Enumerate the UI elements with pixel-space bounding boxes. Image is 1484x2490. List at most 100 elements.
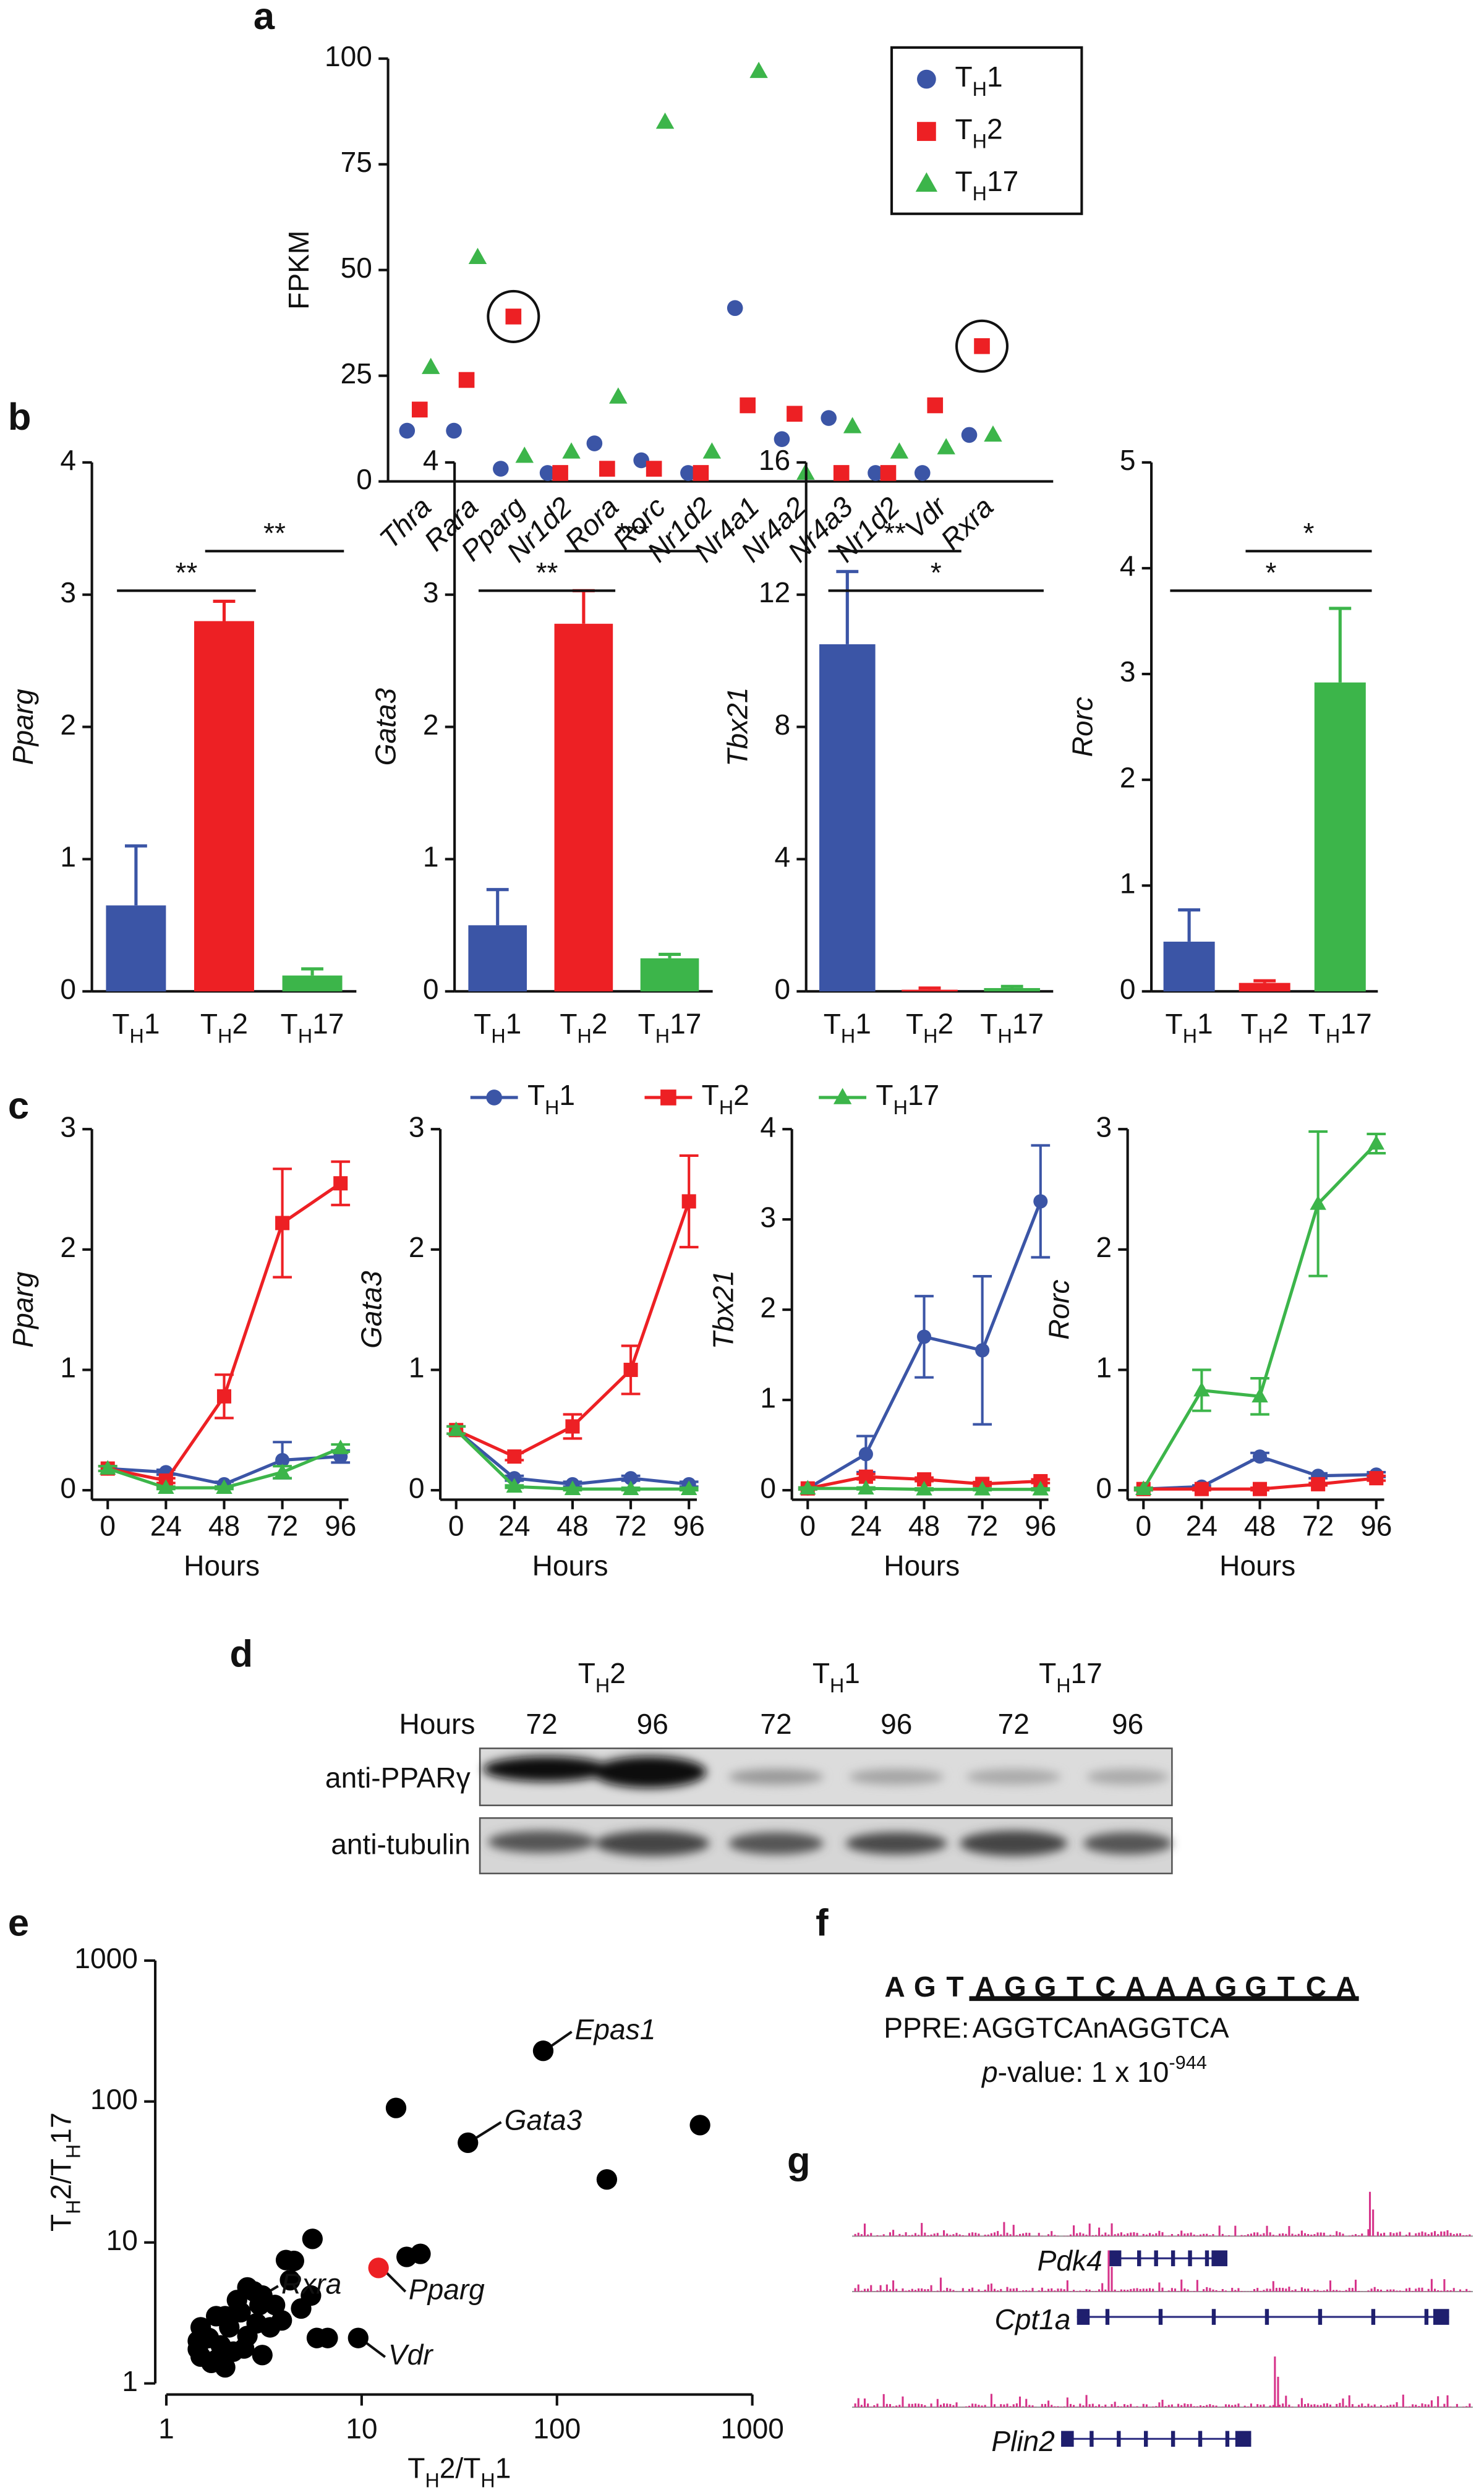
significance-label: ** xyxy=(536,556,558,589)
band xyxy=(960,1830,1068,1856)
band xyxy=(1083,1832,1172,1855)
y-tick-label: 5 xyxy=(1120,444,1136,476)
marker xyxy=(333,1176,348,1191)
bar xyxy=(1314,682,1366,992)
y-tick-label: 8 xyxy=(774,709,790,741)
marker xyxy=(1033,1194,1048,1209)
x-tick-label: TH1 xyxy=(824,1008,871,1047)
y-tick-label: 0 xyxy=(1096,1472,1112,1504)
y-tick-label: 16 xyxy=(759,444,790,476)
subscript: H xyxy=(62,2200,84,2214)
point xyxy=(205,2349,227,2371)
subscript: H xyxy=(655,1025,670,1047)
bar xyxy=(106,905,166,992)
leader-line xyxy=(475,2121,502,2139)
band xyxy=(592,1756,707,1788)
panel-label: f xyxy=(816,1902,829,1945)
y-tick-label: 10 xyxy=(106,2224,138,2256)
text-run: 17 xyxy=(670,1008,701,1040)
marker xyxy=(421,357,440,374)
band xyxy=(483,1756,610,1782)
x-axis-label: Hours xyxy=(184,1550,260,1582)
x-tick-label: 24 xyxy=(150,1510,182,1542)
gene-exon xyxy=(1198,2431,1203,2447)
marker xyxy=(623,1471,638,1486)
y-tick-label: 12 xyxy=(759,576,790,608)
bar xyxy=(1239,983,1290,992)
marker xyxy=(858,1480,874,1494)
gene-exon xyxy=(1211,2309,1216,2325)
gene-exon xyxy=(1235,2431,1252,2447)
marker xyxy=(599,461,615,477)
y-axis-label: Tbx21 xyxy=(707,1270,739,1349)
gene-label: Pdk4 xyxy=(1038,2245,1102,2277)
marker xyxy=(506,1478,523,1493)
marker xyxy=(99,1460,116,1475)
y-axis-label: Gata3 xyxy=(370,688,402,765)
y-tick-label: 50 xyxy=(341,252,372,284)
text-run: 1 xyxy=(495,2452,511,2484)
panel-label: b xyxy=(8,396,32,438)
x-tick-label: 24 xyxy=(850,1510,882,1542)
marker xyxy=(800,1480,816,1494)
marker xyxy=(646,461,662,477)
gene-exon xyxy=(1077,2309,1090,2325)
point xyxy=(301,2285,322,2306)
y-tick-label: 4 xyxy=(60,444,76,476)
gene-exon xyxy=(1433,2309,1449,2325)
x-tick-label: TH1 xyxy=(112,1008,160,1047)
marker xyxy=(937,438,955,454)
subscript: H xyxy=(1183,1025,1197,1047)
leader-line xyxy=(269,2285,279,2292)
bar xyxy=(902,989,958,992)
marker xyxy=(974,1480,991,1496)
bands xyxy=(483,1756,1172,1856)
marker xyxy=(493,461,509,477)
subscript: H xyxy=(973,78,987,100)
group-label: TH2 xyxy=(578,1657,626,1696)
marker xyxy=(681,1194,696,1209)
text-run: 17 xyxy=(312,1008,344,1040)
y-tick-label: 2 xyxy=(1096,1231,1112,1263)
marker xyxy=(468,247,487,265)
y-tick-label: 25 xyxy=(341,357,372,390)
gene-exon xyxy=(1205,2250,1209,2267)
x-axis-label: Hours xyxy=(884,1550,960,1582)
marker xyxy=(880,465,897,481)
x-tick-label: 96 xyxy=(673,1510,705,1542)
text-run: 1 xyxy=(144,1008,160,1040)
band xyxy=(848,1768,944,1785)
band xyxy=(966,1768,1062,1785)
x-tick-label: 48 xyxy=(1244,1510,1276,1542)
marker xyxy=(917,1472,932,1487)
x-tick-label: TH2 xyxy=(560,1008,607,1047)
marker xyxy=(868,465,884,481)
marker xyxy=(446,422,462,439)
lane-label: 72 xyxy=(760,1708,791,1740)
panel-label: a xyxy=(254,0,275,38)
marker xyxy=(660,1089,676,1106)
text-run: 1 xyxy=(987,61,1003,93)
x-tick-label: 10 xyxy=(346,2413,377,2445)
point xyxy=(283,2250,304,2272)
y-tick-label: 2 xyxy=(60,709,76,741)
subscript: H xyxy=(1056,1674,1070,1696)
lane-label: 72 xyxy=(998,1708,1030,1740)
marker xyxy=(702,442,722,459)
y-tick-label: 3 xyxy=(60,1111,76,1143)
point-label: Rxra xyxy=(281,2267,341,2300)
text-run: 2 xyxy=(232,1008,248,1040)
y-axis-label: Rorc xyxy=(1043,1279,1075,1339)
gene-exon xyxy=(1090,2431,1094,2447)
marker xyxy=(1135,1480,1152,1495)
marker xyxy=(1311,1477,1326,1491)
y-axis-label: Rorc xyxy=(1067,697,1099,757)
x-tick-label: 1 xyxy=(158,2413,174,2445)
y-axis-label: Tbx21 xyxy=(721,688,753,767)
point xyxy=(302,2228,323,2249)
gene-exon xyxy=(1061,2431,1074,2447)
subscript: H xyxy=(218,1025,232,1047)
gene-exon xyxy=(1424,2309,1429,2325)
marker xyxy=(1310,1195,1326,1210)
